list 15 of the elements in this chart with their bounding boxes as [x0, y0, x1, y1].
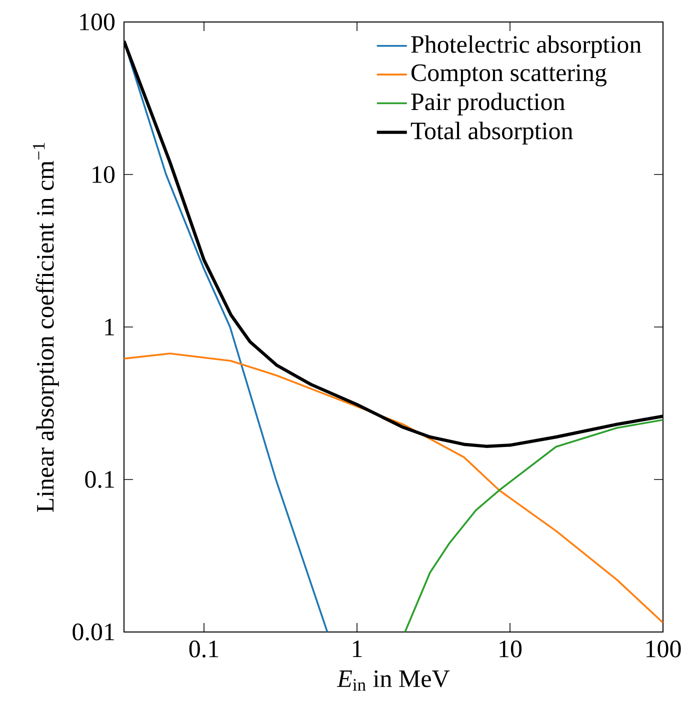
legend-label: Pair production	[411, 92, 565, 116]
y-tick-label: 10	[92, 166, 115, 183]
y-tick-label: 100	[80, 14, 115, 30]
y-tick-label: 0.01	[72, 624, 114, 640]
legend-label: Photelectric absorption	[411, 35, 642, 58]
x-axis-title: E$_{in}$ in MeV	[336, 670, 450, 691]
x-tick-label: 10	[500, 640, 522, 658]
y-tick-label: 1	[105, 318, 114, 336]
legend-label: Total absorption	[410, 122, 573, 144]
x-tick-label: 0.1	[189, 640, 218, 658]
y-axis-title: Linear absorption coefficient in cm$^{−1}$	[32, 142, 59, 512]
x-tick-label: 1	[352, 640, 362, 658]
x-tick-label: 100	[646, 640, 681, 658]
legend-label: Compton scattering	[411, 64, 607, 86]
y-tick-label: 0.1	[85, 471, 114, 488]
